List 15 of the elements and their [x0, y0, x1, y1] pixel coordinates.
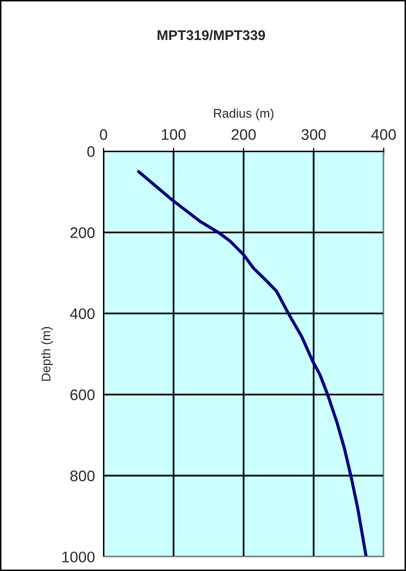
x-axis-title: Radius (m) — [214, 108, 274, 120]
x-tick-label: 0 — [100, 129, 108, 140]
x-tick-label: 100 — [162, 129, 186, 140]
y-tick-label: 1000 — [62, 552, 95, 562]
chart-title: MPT319/MPT339 — [158, 30, 266, 40]
x-tick-label: 400 — [371, 129, 396, 140]
x-tick-label: 300 — [301, 129, 326, 140]
line-series — [137, 170, 368, 557]
y-axis-title: Depth (m) — [41, 327, 53, 381]
y-tick-label: 400 — [70, 308, 95, 320]
y-tick-label: 0 — [87, 146, 95, 157]
x-tick-label: 200 — [232, 129, 256, 140]
y-tick-label: 600 — [70, 389, 95, 400]
y-tick-label: 200 — [70, 227, 95, 238]
y-tick-label: 800 — [70, 470, 95, 482]
